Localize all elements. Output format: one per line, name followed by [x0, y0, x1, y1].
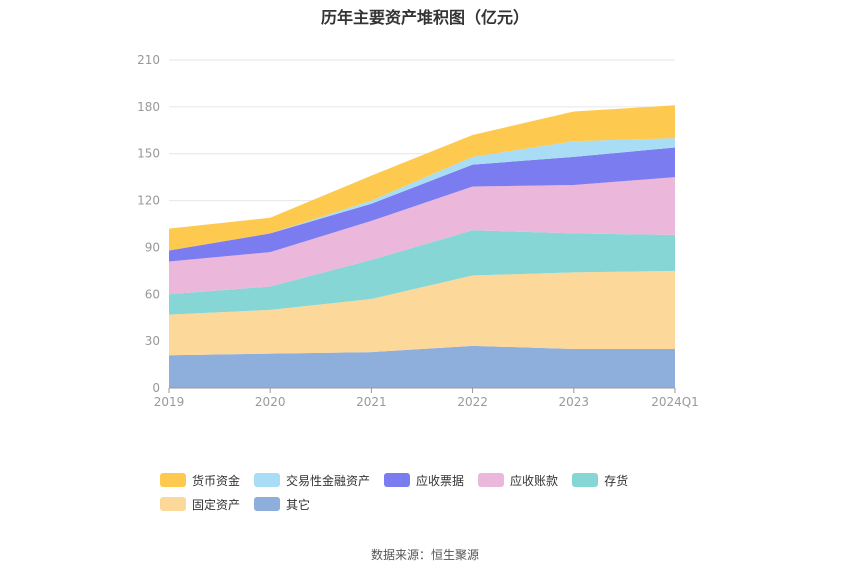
legend-swatch: [478, 473, 505, 487]
legend-item[interactable]: 交易性金融资产: [254, 472, 370, 488]
legend-swatch: [254, 497, 281, 511]
y-tick-label: 30: [145, 334, 160, 348]
y-tick-label: 210: [137, 53, 160, 67]
series-area: [169, 230, 675, 315]
legend-swatch: [160, 497, 186, 511]
x-tick-label: 2023: [559, 395, 590, 409]
legend-item[interactable]: 存货: [572, 472, 628, 488]
series-area: [169, 270, 675, 356]
legend-label: 其它: [286, 497, 311, 512]
y-tick-label: 60: [145, 287, 160, 301]
legend-item[interactable]: 其它: [254, 496, 310, 512]
legend-swatch: [160, 473, 186, 487]
chart-legend: 货币资金 交易性金融资产 应收票据 应收账款 存货固定资产 其它: [160, 472, 720, 512]
x-tick-label: 2019: [154, 395, 185, 409]
legend-label: 货币资金: [192, 473, 241, 488]
legend-label: 存货: [604, 473, 629, 488]
series-area: [169, 147, 675, 262]
data-source: 数据来源：恒生聚源: [370, 548, 479, 562]
y-tick-label: 120: [137, 194, 160, 208]
legend-label: 应收票据: [416, 473, 465, 488]
series-area: [169, 345, 675, 388]
legend-swatch: [572, 473, 599, 487]
series-area: [169, 105, 675, 251]
legend-item[interactable]: 应收账款: [478, 472, 558, 488]
chart-title: 历年主要资产堆积图（亿元）: [320, 8, 529, 27]
legend-item[interactable]: 应收票据: [384, 472, 464, 488]
legend-label: 固定资产: [192, 497, 241, 512]
x-tick-label: 2024Q1: [651, 395, 699, 409]
stacked-area-chart: 0 30 60 90 120 150 180 210 2019 2020 2021 2022 2023 2…: [137, 53, 699, 409]
y-tick-label: 150: [137, 147, 160, 161]
x-tick-label: 2021: [356, 395, 387, 409]
y-tick-label: 90: [145, 240, 160, 254]
y-tick-label: 0: [152, 381, 160, 395]
legend-swatch: [384, 473, 411, 487]
x-tick-label: 2020: [255, 395, 286, 409]
y-tick-label: 180: [137, 100, 160, 114]
legend-swatch: [254, 473, 281, 487]
series-area: [169, 177, 675, 295]
legend-item[interactable]: 货币资金: [160, 472, 240, 488]
legend-label: 应收账款: [510, 473, 559, 488]
legend-item[interactable]: 固定资产: [160, 496, 240, 512]
legend-label: 交易性金融资产: [286, 473, 371, 488]
series-area: [169, 138, 675, 251]
x-tick-label: 2022: [457, 395, 488, 409]
